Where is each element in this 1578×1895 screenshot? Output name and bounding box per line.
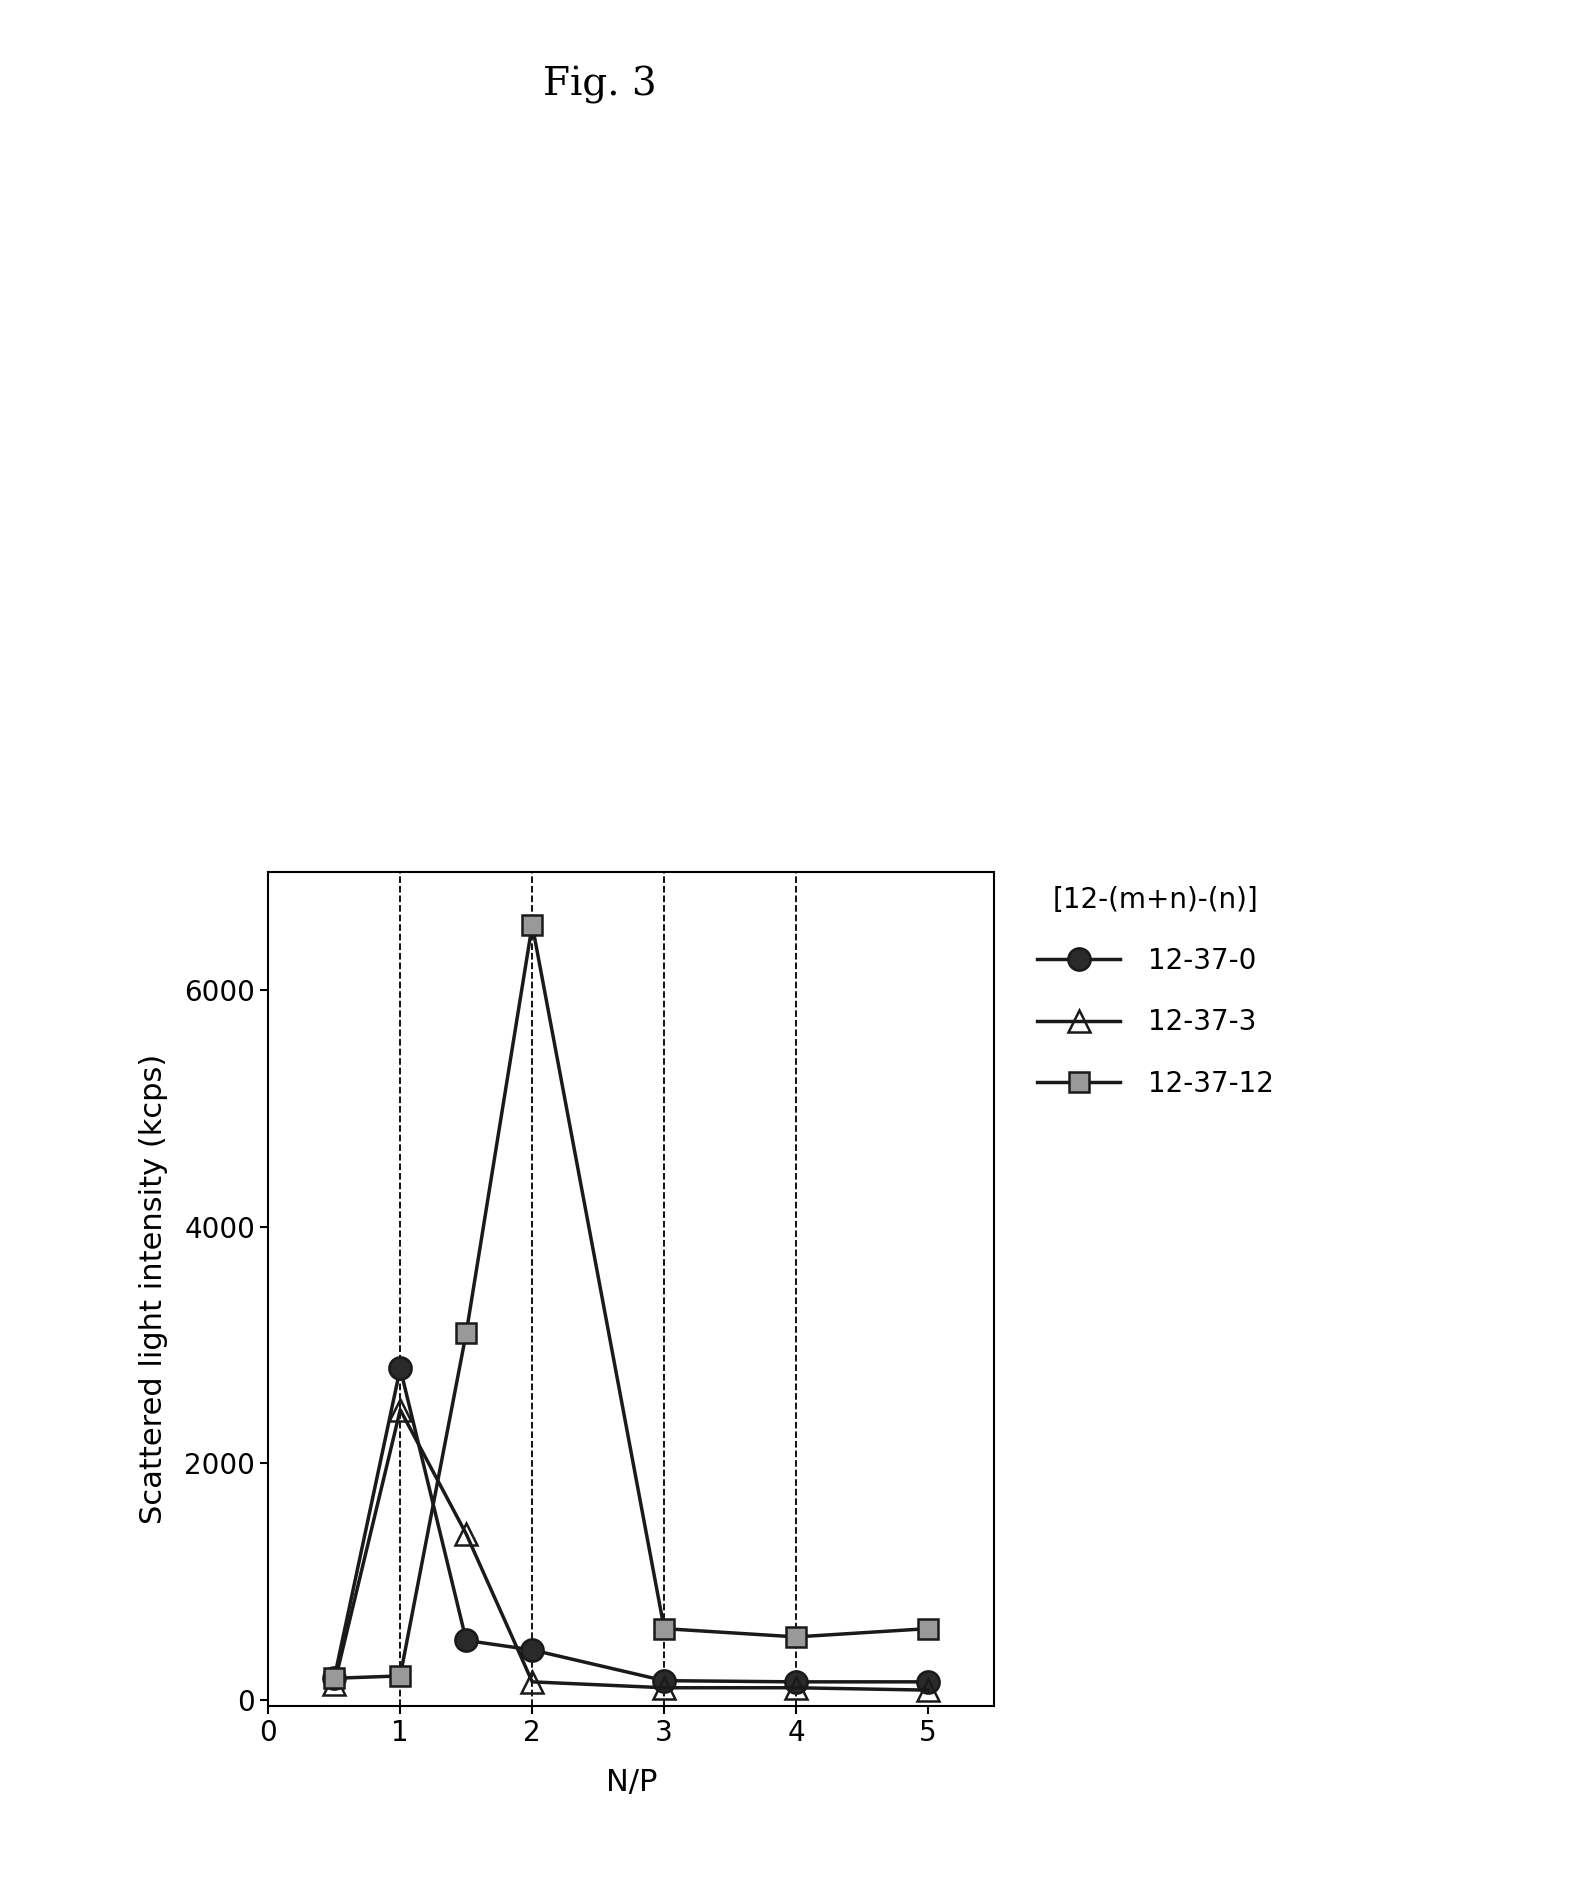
12-37-12: [522, 913, 541, 936]
12-37-12: [918, 1616, 937, 1639]
12-37-0: [918, 1671, 937, 1694]
12-37-12: [391, 1664, 410, 1687]
Line: 12-37-3: 12-37-3: [323, 1399, 939, 1702]
12-37-12: [456, 1321, 475, 1344]
12-37-0: [456, 1630, 475, 1652]
12-37-0: [325, 1668, 344, 1690]
Y-axis label: Scattered light intensity (kcps): Scattered light intensity (kcps): [139, 1054, 167, 1524]
12-37-3: [655, 1677, 674, 1700]
12-37-3: [325, 1673, 344, 1696]
12-37-0: [522, 1639, 541, 1662]
12-37-12: [655, 1616, 674, 1639]
Legend: 12-37-0, 12-37-3, 12-37-12: 12-37-0, 12-37-3, 12-37-12: [1037, 885, 1273, 1097]
12-37-3: [787, 1677, 806, 1700]
12-37-12: [787, 1626, 806, 1649]
Line: 12-37-0: 12-37-0: [323, 1357, 939, 1692]
12-37-3: [456, 1524, 475, 1546]
12-37-0: [391, 1357, 410, 1380]
12-37-3: [918, 1679, 937, 1702]
12-37-3: [391, 1399, 410, 1421]
12-37-3: [522, 1671, 541, 1694]
12-37-0: [655, 1669, 674, 1692]
12-37-0: [787, 1671, 806, 1694]
Text: Fig. 3: Fig. 3: [543, 66, 656, 104]
X-axis label: N/P: N/P: [606, 1768, 656, 1796]
12-37-12: [325, 1668, 344, 1690]
Line: 12-37-12: 12-37-12: [323, 915, 939, 1688]
